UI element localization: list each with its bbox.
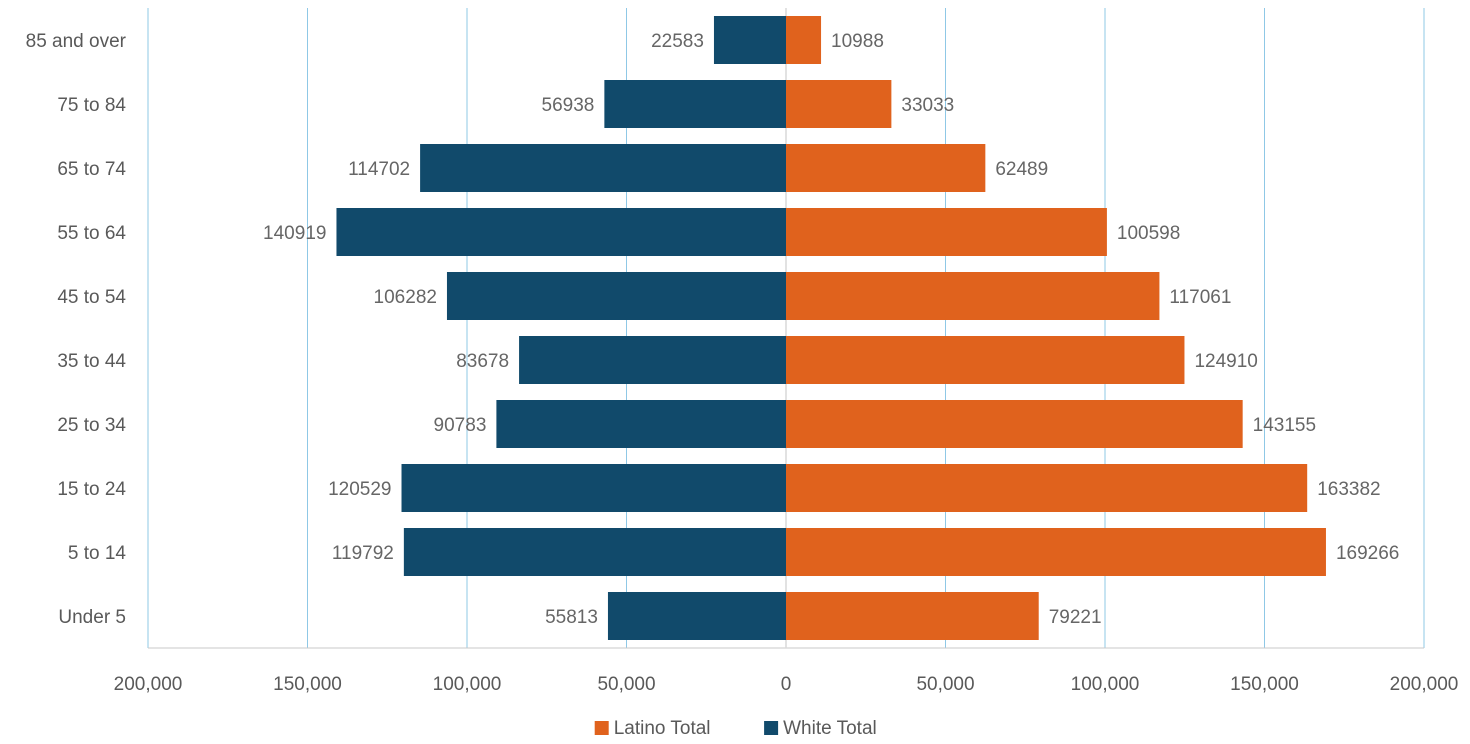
value-label-latino-total: 33033	[901, 95, 954, 116]
legend: Latino Total White Total	[594, 718, 877, 739]
value-label-white-total: 83678	[456, 351, 509, 372]
category-label: 55 to 64	[57, 223, 126, 244]
category-labels: 85 and over 75 to 84 65 to 74 55 to 64 45 to…	[26, 31, 127, 628]
category-label: Under 5	[58, 607, 126, 628]
value-label-white-total: 22583	[651, 31, 704, 52]
legend-item: White Total	[764, 718, 877, 739]
bar-latino-total	[786, 16, 822, 64]
value-label-white-total: 106282	[374, 287, 437, 308]
x-tick-label: 50,000	[597, 674, 655, 695]
legend-item: Latino Total	[594, 718, 711, 739]
category-label: 25 to 34	[57, 415, 126, 436]
category-label: 5 to 14	[68, 543, 127, 564]
bar-white-total	[420, 144, 786, 192]
legend-label: White Total	[783, 718, 877, 739]
bar-white-total	[336, 208, 786, 256]
bar-white-total	[604, 80, 786, 128]
bar-white-total	[403, 528, 786, 576]
x-tick-label: 0	[781, 674, 792, 695]
x-tick-label: 100,000	[433, 674, 502, 695]
value-label-latino-total: 62489	[995, 159, 1048, 180]
value-label-latino-total: 10988	[831, 31, 884, 52]
value-label-latino-total: 169266	[1336, 543, 1399, 564]
category-label: 85 and over	[26, 31, 127, 52]
value-label-white-total: 140919	[263, 223, 326, 244]
bar-latino-total	[786, 336, 1185, 384]
bar-white-total	[401, 464, 786, 512]
bar-latino-total	[786, 528, 1326, 576]
value-label-white-total: 114702	[348, 159, 410, 180]
value-label-white-total: 90783	[434, 415, 487, 436]
x-tick-label: 200,000	[1390, 674, 1459, 695]
legend-swatch	[764, 721, 779, 735]
bar-latino-total	[786, 464, 1308, 512]
value-label-white-total: 119792	[332, 543, 394, 564]
value-labels: 22583 10988 56938 33033 114702 62489 140919 100…	[263, 31, 1399, 628]
value-label-latino-total: 143155	[1253, 415, 1316, 436]
x-tick-label: 50,000	[916, 674, 974, 695]
bar-latino-total	[786, 80, 892, 128]
category-label: 45 to 54	[57, 287, 126, 308]
bar-latino-total	[786, 400, 1243, 448]
bar-latino-total	[786, 592, 1039, 640]
bar-white-total	[607, 592, 786, 640]
bar-white-total	[496, 400, 786, 448]
value-label-latino-total: 124910	[1194, 351, 1257, 372]
value-label-latino-total: 100598	[1117, 223, 1180, 244]
value-label-white-total: 56938	[542, 95, 595, 116]
x-tick-label: 200,000	[114, 674, 183, 695]
bar-white-total	[519, 336, 786, 384]
bar-latino-total	[786, 208, 1107, 256]
category-label: 15 to 24	[57, 479, 126, 500]
category-label: 65 to 74	[57, 159, 126, 180]
bar-white-total	[713, 16, 786, 64]
x-tick-label: 150,000	[1230, 674, 1299, 695]
x-tick-label: 150,000	[273, 674, 342, 695]
category-label: 75 to 84	[57, 95, 126, 116]
value-label-latino-total: 163382	[1317, 479, 1380, 500]
bars	[336, 16, 1326, 640]
category-label: 35 to 44	[57, 351, 126, 372]
value-label-white-total: 120529	[328, 479, 391, 500]
value-label-latino-total: 79221	[1049, 607, 1102, 628]
legend-swatch	[594, 721, 609, 735]
bar-latino-total	[786, 144, 986, 192]
bar-white-total	[446, 272, 786, 320]
value-label-white-total: 55813	[545, 607, 598, 628]
x-tick-label: 100,000	[1071, 674, 1140, 695]
x-tick-labels: 200,000 150,000 100,000 50,000 0 50,000 100,00…	[114, 674, 1459, 695]
legend-label: Latino Total	[614, 718, 711, 739]
bar-latino-total	[786, 272, 1160, 320]
value-label-latino-total: 117061	[1169, 287, 1231, 308]
